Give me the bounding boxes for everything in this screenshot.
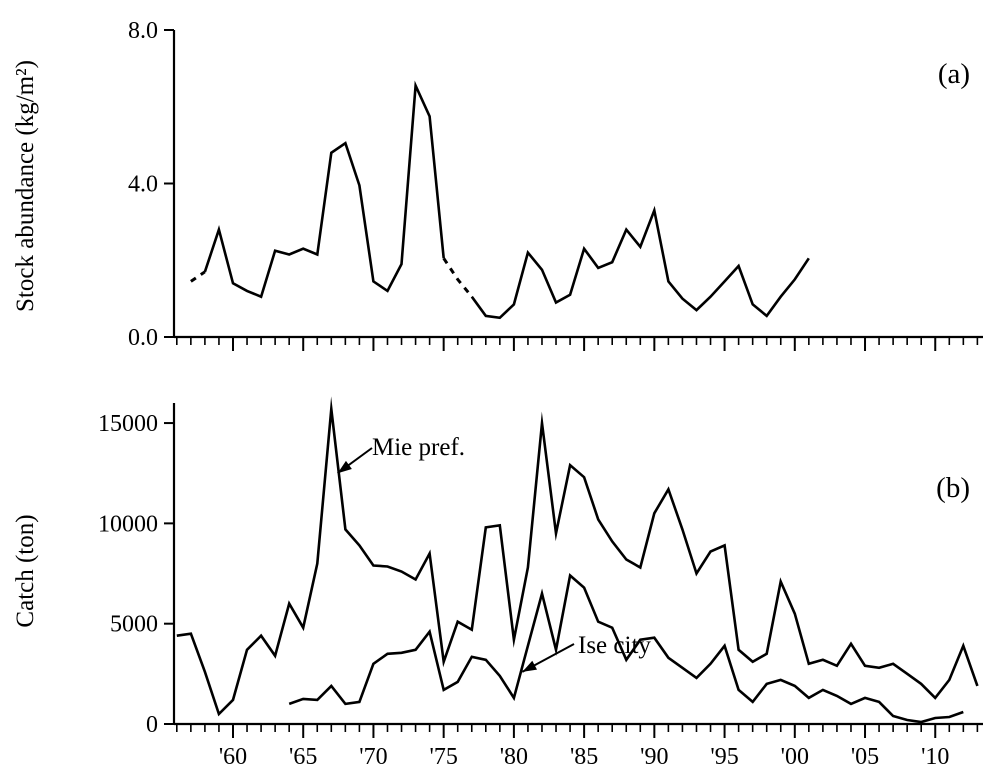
panel-a-y-axis-title: Stock abundance (kg/m²) bbox=[12, 60, 39, 312]
panel-a-series-2-line bbox=[190, 270, 206, 283]
panel-b-x-tick-label: '60 bbox=[219, 744, 247, 770]
panel-b-x-tick-label: '05 bbox=[851, 744, 879, 770]
panel-a-y-tick-label: 4.0 bbox=[128, 172, 158, 198]
panel-b-y-tick-label: 0 bbox=[146, 712, 158, 738]
panel-b-x-tick-label: '90 bbox=[640, 744, 668, 770]
panel-b-x-tick-label: '65 bbox=[289, 744, 317, 770]
panel-b-x-tick-label: '00 bbox=[781, 744, 809, 770]
panel-b-y-tick-label: 15000 bbox=[98, 411, 158, 437]
annotation-mie-pref: Mie pref. bbox=[372, 434, 465, 461]
panel-b-y-tick-label: 5000 bbox=[110, 612, 158, 638]
panel-a-y-tick-label: 0.0 bbox=[128, 325, 158, 351]
panel-b-series-mie-pref-line bbox=[176, 396, 979, 717]
panel-b-x-tick-label: '75 bbox=[430, 744, 458, 770]
panel-b-catch: (b) Catch (ton) Mie pref. Ise city 05000… bbox=[12, 396, 983, 770]
panel-a-series-1-line bbox=[203, 80, 445, 299]
panel-a-label: (a) bbox=[938, 58, 970, 90]
panel-b-y-tick-label: 10000 bbox=[98, 511, 158, 537]
annotation-ise-city-arrow-head bbox=[522, 660, 538, 672]
panel-a-y-tick-label: 8.0 bbox=[128, 18, 158, 44]
annotation-mie-pref-arrow-head bbox=[337, 460, 352, 474]
panel-b-y-axis-title: Catch (ton) bbox=[12, 514, 39, 627]
panel-b-series-ise-city-line bbox=[288, 573, 964, 724]
panel-a-series-4-line bbox=[470, 205, 810, 320]
panel-a-series-3-line bbox=[442, 257, 473, 298]
panel-b-x-tick-label: '70 bbox=[359, 744, 387, 770]
panel-a-stock-abundance: (a) Stock abundance (kg/m²) 0.0 4.0 8.0 bbox=[12, 18, 983, 351]
panel-b-x-tick-label: '85 bbox=[570, 744, 598, 770]
panel-b-x-tick-label: '95 bbox=[710, 744, 738, 770]
panel-b-label: (b) bbox=[936, 472, 970, 504]
panel-b-x-tick-label: '10 bbox=[921, 744, 949, 770]
panel-b-x-tick-label: '80 bbox=[500, 744, 528, 770]
